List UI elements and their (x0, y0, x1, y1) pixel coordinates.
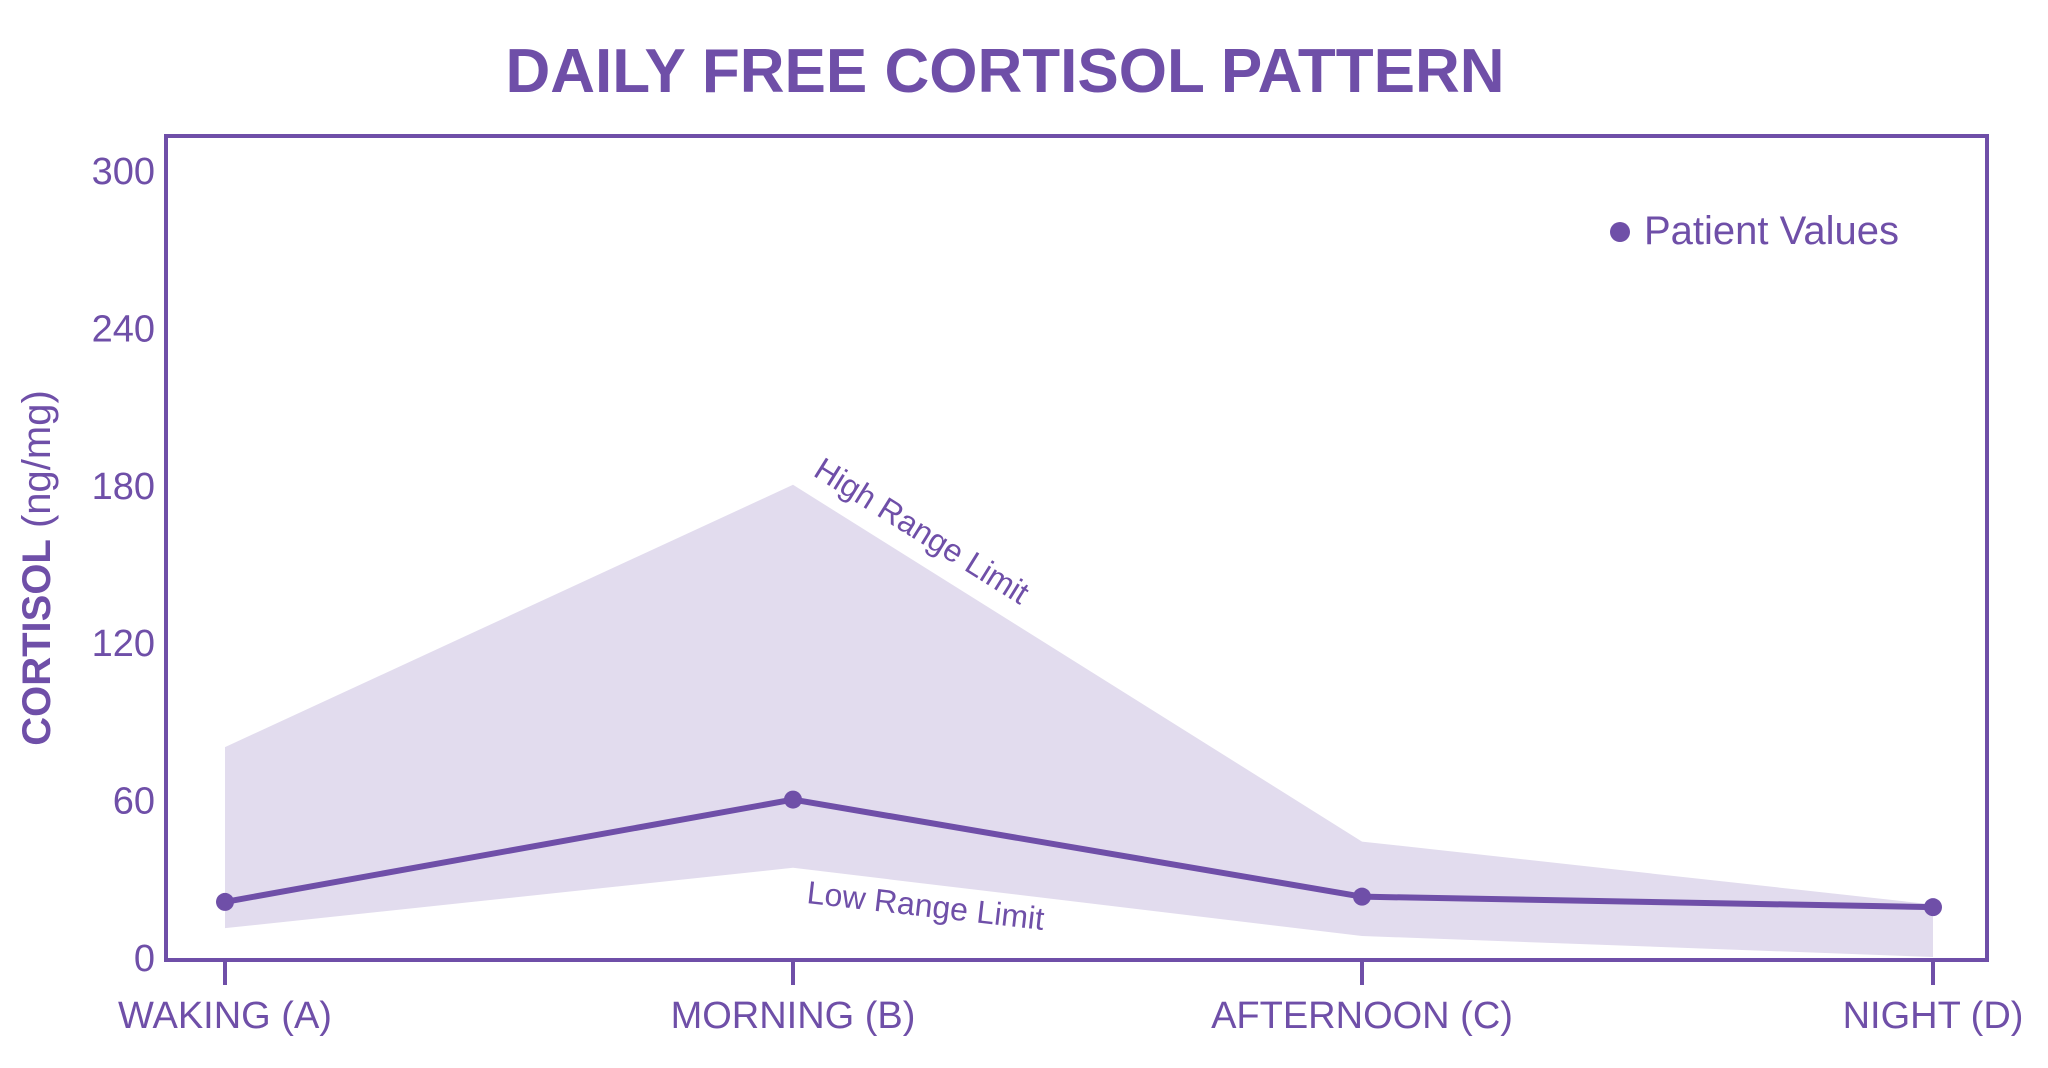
y-axis-label-unit: (ng/mg) (15, 390, 59, 528)
legend-label: Patient Values (1644, 209, 1899, 253)
plot-frame (164, 134, 1989, 962)
patient-value-point (1924, 898, 1942, 917)
x-tick-label: NIGHT (D) (1843, 995, 2024, 1037)
x-tick-label: WAKING (A) (118, 995, 332, 1037)
y-tick-label: 60 (113, 781, 155, 823)
y-tick-label: 0 (134, 938, 155, 980)
x-tick-label: AFTERNOON (C) (1211, 995, 1513, 1037)
patient-value-point (216, 892, 234, 911)
chart-title: DAILY FREE CORTISOL PATTERN (506, 37, 1505, 106)
legend: Patient Values (1610, 209, 1899, 253)
patient-value-point (1353, 887, 1371, 906)
x-tick-label: MORNING (B) (671, 995, 916, 1037)
patient-values-line (224, 796, 1934, 911)
y-tick-label: 180 (92, 466, 155, 508)
y-tick-label: 300 (92, 151, 155, 193)
patient-value-point (784, 790, 802, 809)
reference-range-band (225, 484, 1933, 957)
legend-marker (1610, 222, 1630, 242)
y-tick-label: 240 (92, 308, 155, 350)
y-axis-label: CORTISOL (ng/mg) (15, 390, 59, 746)
y-axis-label-bold: CORTISOL (15, 539, 59, 746)
y-tick-label: 120 (92, 623, 155, 665)
